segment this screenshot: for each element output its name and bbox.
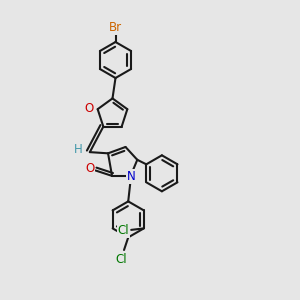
Text: N: N xyxy=(127,170,136,183)
Text: O: O xyxy=(85,163,94,176)
Text: Br: Br xyxy=(109,21,122,34)
Text: H: H xyxy=(74,143,83,156)
Text: Cl: Cl xyxy=(116,254,127,266)
Text: O: O xyxy=(85,102,94,115)
Text: Cl: Cl xyxy=(118,224,129,237)
